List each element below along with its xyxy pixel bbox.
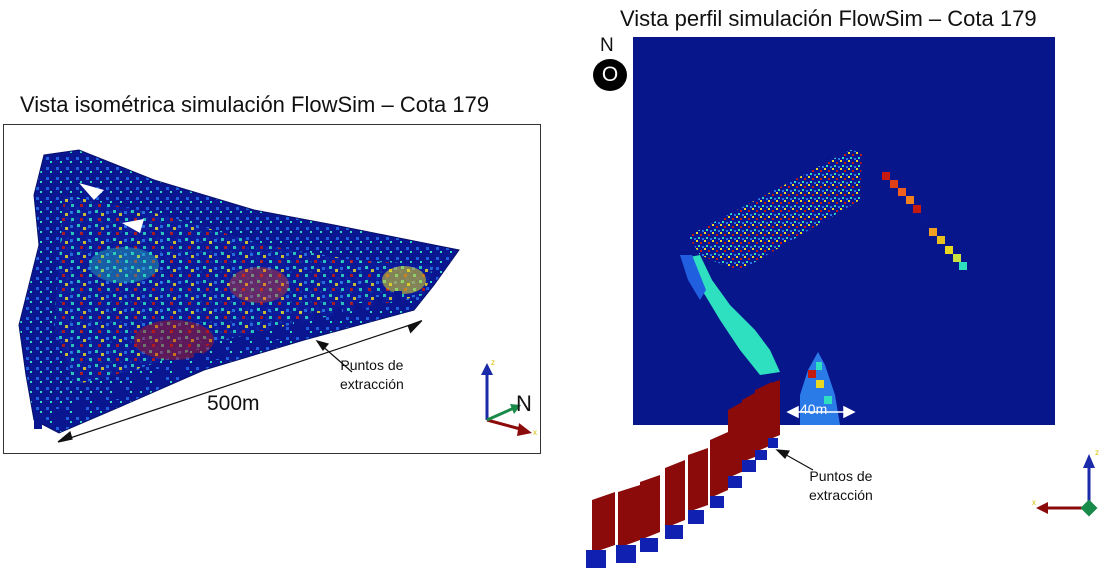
void-1 [79,183,104,200]
axis-triad-right: z x [1032,448,1099,517]
cone-yellow-cell [816,380,824,388]
upper-slab [688,150,862,270]
cone-red-cell [808,370,816,378]
isometric-view-panel: z x [3,124,541,454]
profile-background [633,37,1055,425]
extraction-pointer-right [775,449,814,471]
isometric-simulation-graphic: z x [18,149,537,443]
hot-zone-yellow [382,266,426,294]
cone-cyan-cell [816,362,822,370]
extraction-label-right-line2: extracción [809,487,873,503]
extraction-columns [586,380,780,568]
distance-500m-label: 500m [207,392,260,415]
cone-cyan-cell-2 [824,396,832,404]
scale-40m-label: 40m [800,401,828,417]
right-view-title: Vista perfil simulación FlowSim – Cota 1… [620,6,1037,31]
svg-text:z: z [491,358,495,367]
hot-zone-1 [54,195,434,385]
hot-zone-red-2 [229,267,289,303]
void-2 [122,219,144,233]
extraction-pointer-left [315,339,353,373]
axis-triad-left: z x [481,358,537,437]
block-teeth [34,291,402,429]
extraction-points-label-left: Puntos de extracción [340,356,404,394]
hot-zone-red-1 [134,320,214,360]
extraction-label-right-line1: Puntos de [809,468,873,484]
extraction-points-label-right: Puntos de extracción [809,467,873,505]
compass-o-badge: O [593,59,627,91]
funnel-blue-edge [680,255,706,300]
diagonal-streak [882,172,967,270]
north-label-right: N [600,35,614,56]
distance-arrow [57,320,423,443]
north-label-left: N [516,391,532,416]
extraction-label-left-line1: Puntos de [340,357,404,373]
scale-arrow [786,405,856,419]
svg-text:x: x [533,428,537,437]
extraction-label-left-line2: extracción [340,376,404,392]
svg-text:x: x [1032,498,1036,507]
cyan-funnel [684,255,780,375]
left-view-title: Vista isométrica simulación FlowSim – Co… [20,92,490,117]
hot-zone-cyan [89,247,159,283]
svg-text:z: z [1095,448,1099,457]
